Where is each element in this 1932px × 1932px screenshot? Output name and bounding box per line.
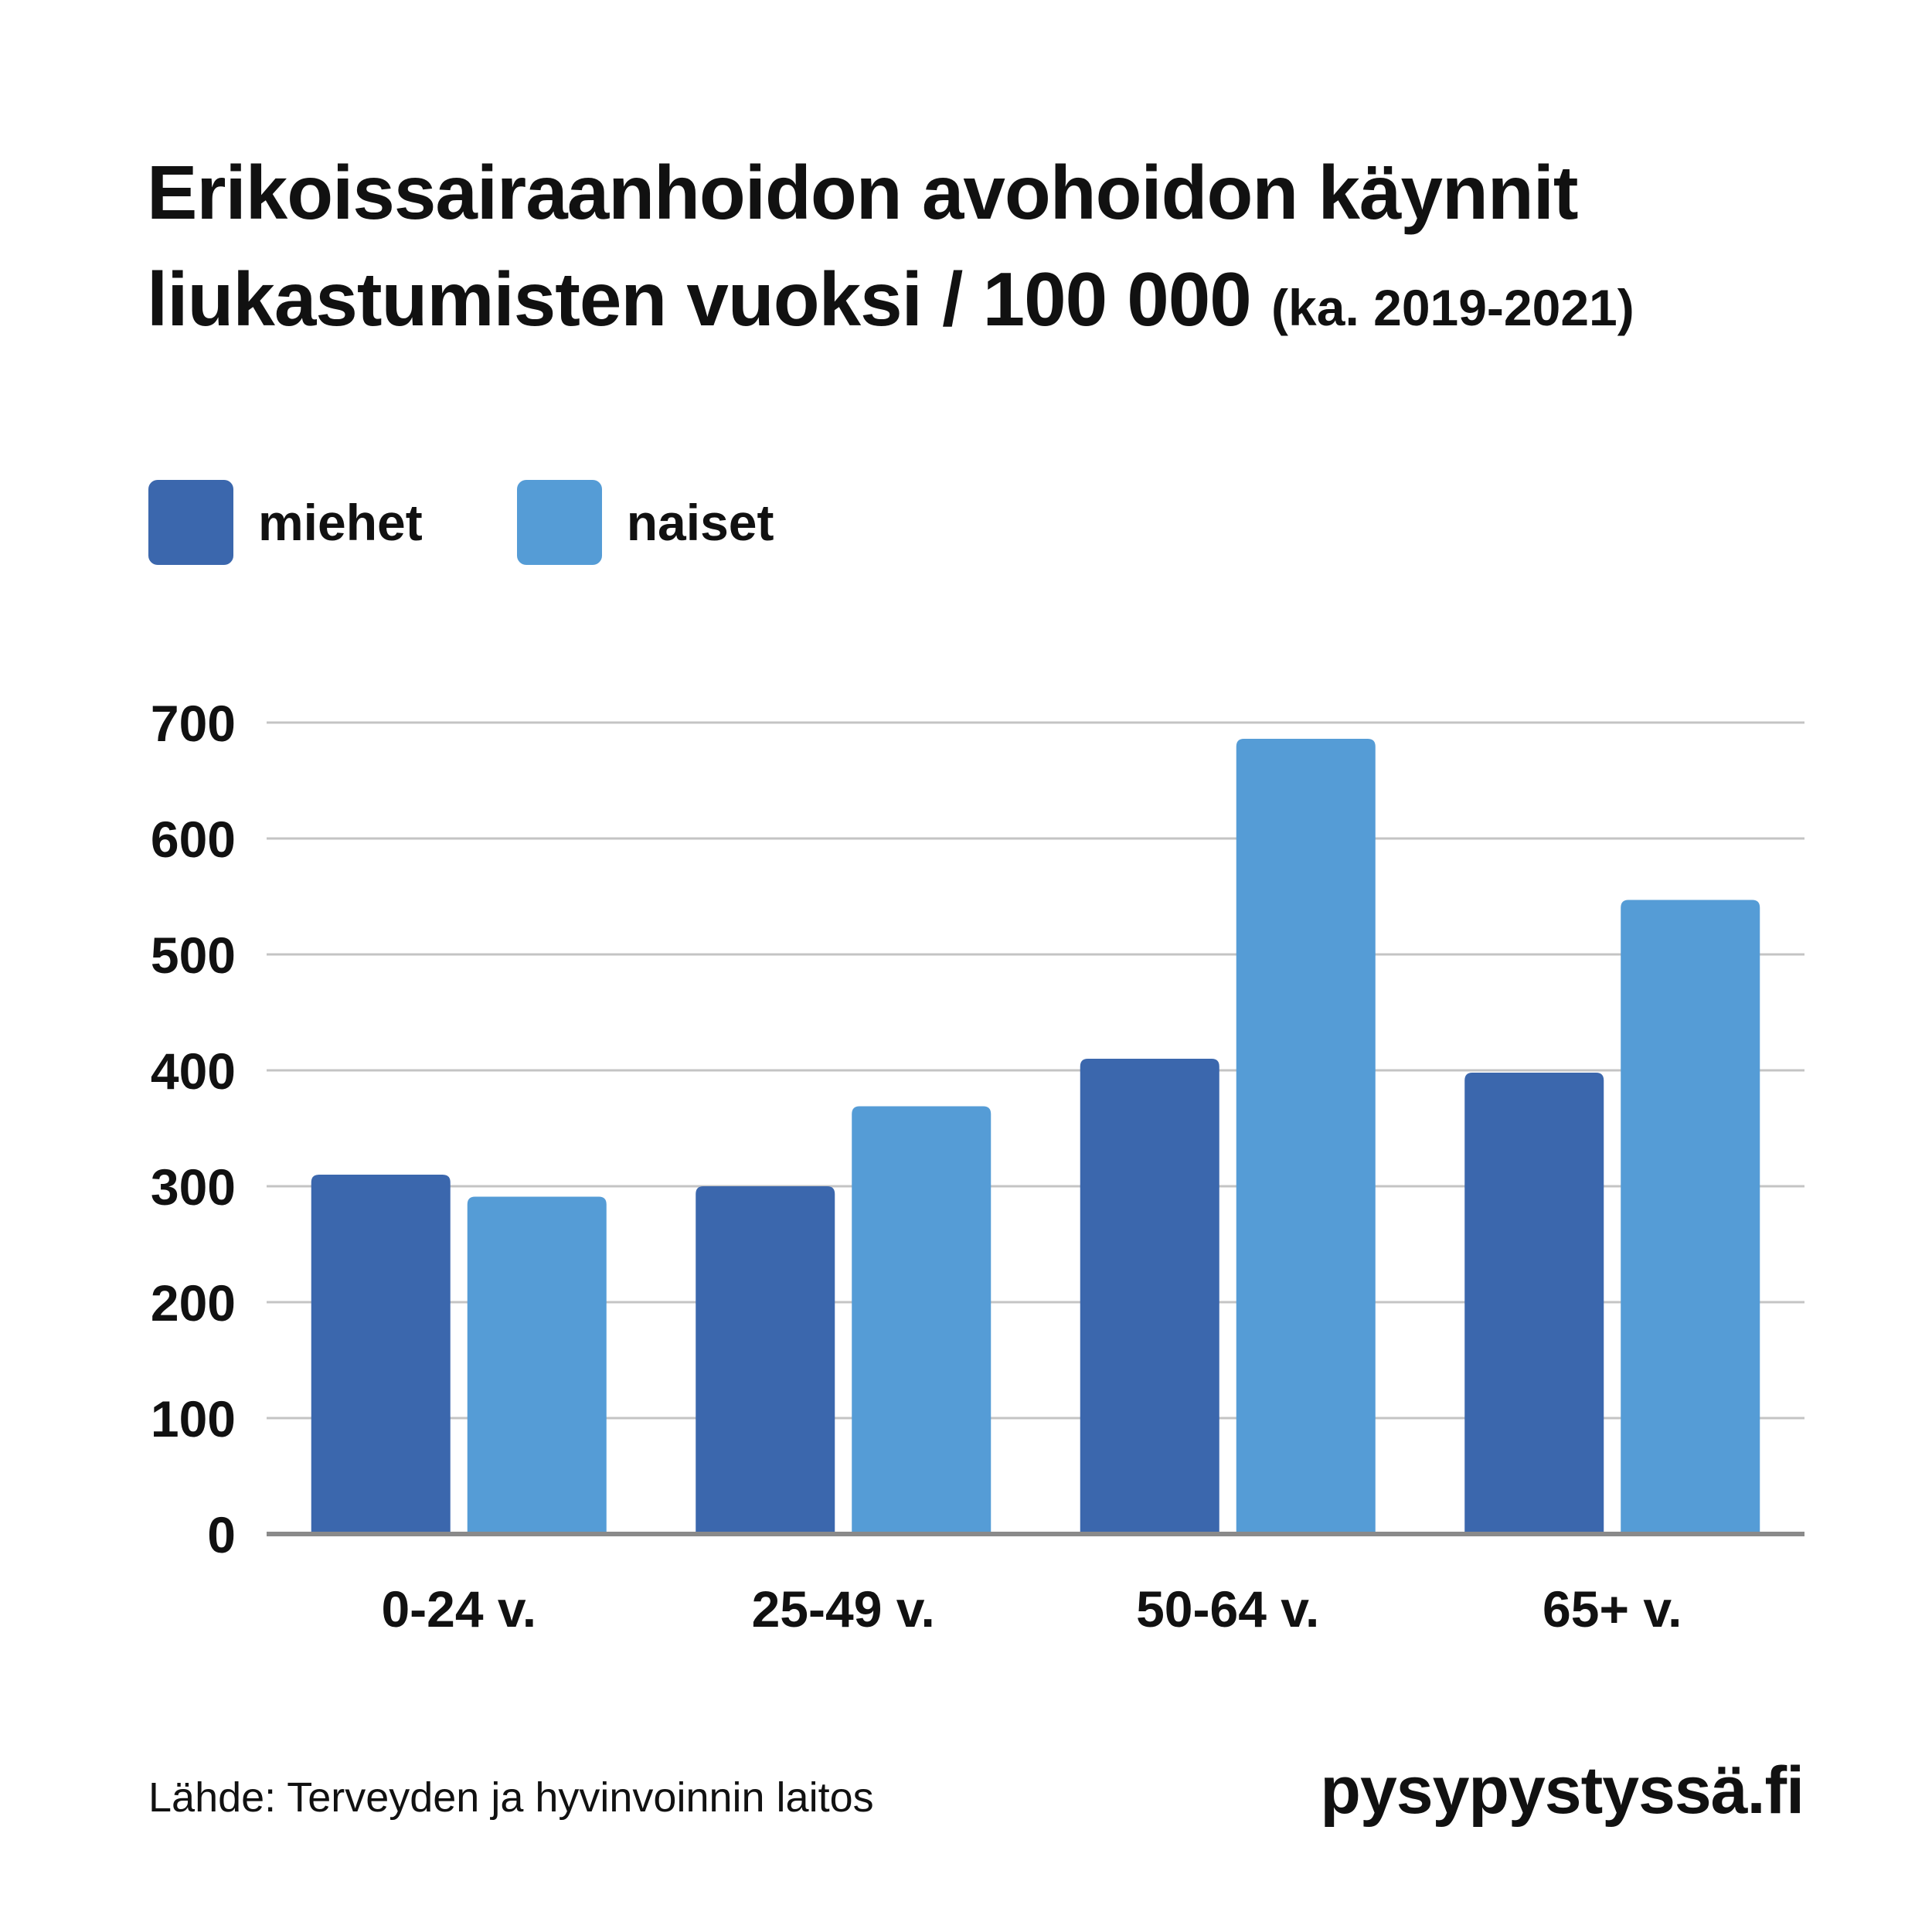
bar-chart: 0 100 200 300 400 500 600 700 0-24 v. 25-49 v. 50-… [151, 695, 1804, 1638]
x-tick-label: 0-24 v. [381, 1580, 536, 1638]
chart-title-subtitle: (ka. 2019-2021) [1271, 279, 1634, 336]
bar-miehet [311, 1175, 451, 1534]
y-tick-label: 700 [151, 695, 236, 752]
y-tick-label: 500 [151, 927, 236, 984]
chart-legend: miehet naiset [148, 479, 868, 566]
bar-naiset [1236, 739, 1376, 1534]
bar-naiset [467, 1196, 607, 1534]
legend-label-miehet: miehet [258, 494, 423, 551]
bar-miehet [1080, 1059, 1219, 1534]
y-tick-label: 100 [151, 1390, 236, 1447]
chart-title: Erikoissairaanhoidon avohoidon käynnit l… [147, 139, 1847, 361]
y-tick-label: 400 [151, 1043, 236, 1100]
chart-title-main: liukastumisten vuoksi / 100 000 [147, 257, 1252, 342]
y-tick-label: 300 [151, 1158, 236, 1216]
x-tick-label: 65+ v. [1543, 1580, 1682, 1638]
legend-item-miehet: miehet [148, 480, 423, 565]
legend-swatch-naiset [516, 480, 602, 565]
legend-item-naiset: naiset [516, 480, 774, 565]
y-tick-label: 600 [151, 811, 236, 868]
bar-miehet [1464, 1073, 1604, 1534]
brand-logo-text: pysypystyssä.fi [1320, 1753, 1804, 1828]
legend-label-naiset: naiset [626, 494, 774, 551]
bar-miehet [696, 1186, 835, 1534]
x-tick-label: 25-49 v. [752, 1580, 935, 1638]
x-tick-label: 50-64 v. [1136, 1580, 1319, 1638]
y-tick-label: 0 [207, 1506, 236, 1563]
chart-title-line-2: liukastumisten vuoksi / 100 000 (ka. 201… [147, 246, 1847, 361]
chart-title-line-1: Erikoissairaanhoidon avohoidon käynnit [147, 150, 1579, 235]
bar-naiset [1621, 900, 1760, 1534]
legend-swatch-miehet [148, 480, 233, 565]
source-note: Lähde: Terveyden ja hyvinvoinnin laitos [148, 1774, 874, 1821]
bar-naiset [852, 1106, 992, 1534]
y-tick-label: 200 [151, 1274, 236, 1332]
